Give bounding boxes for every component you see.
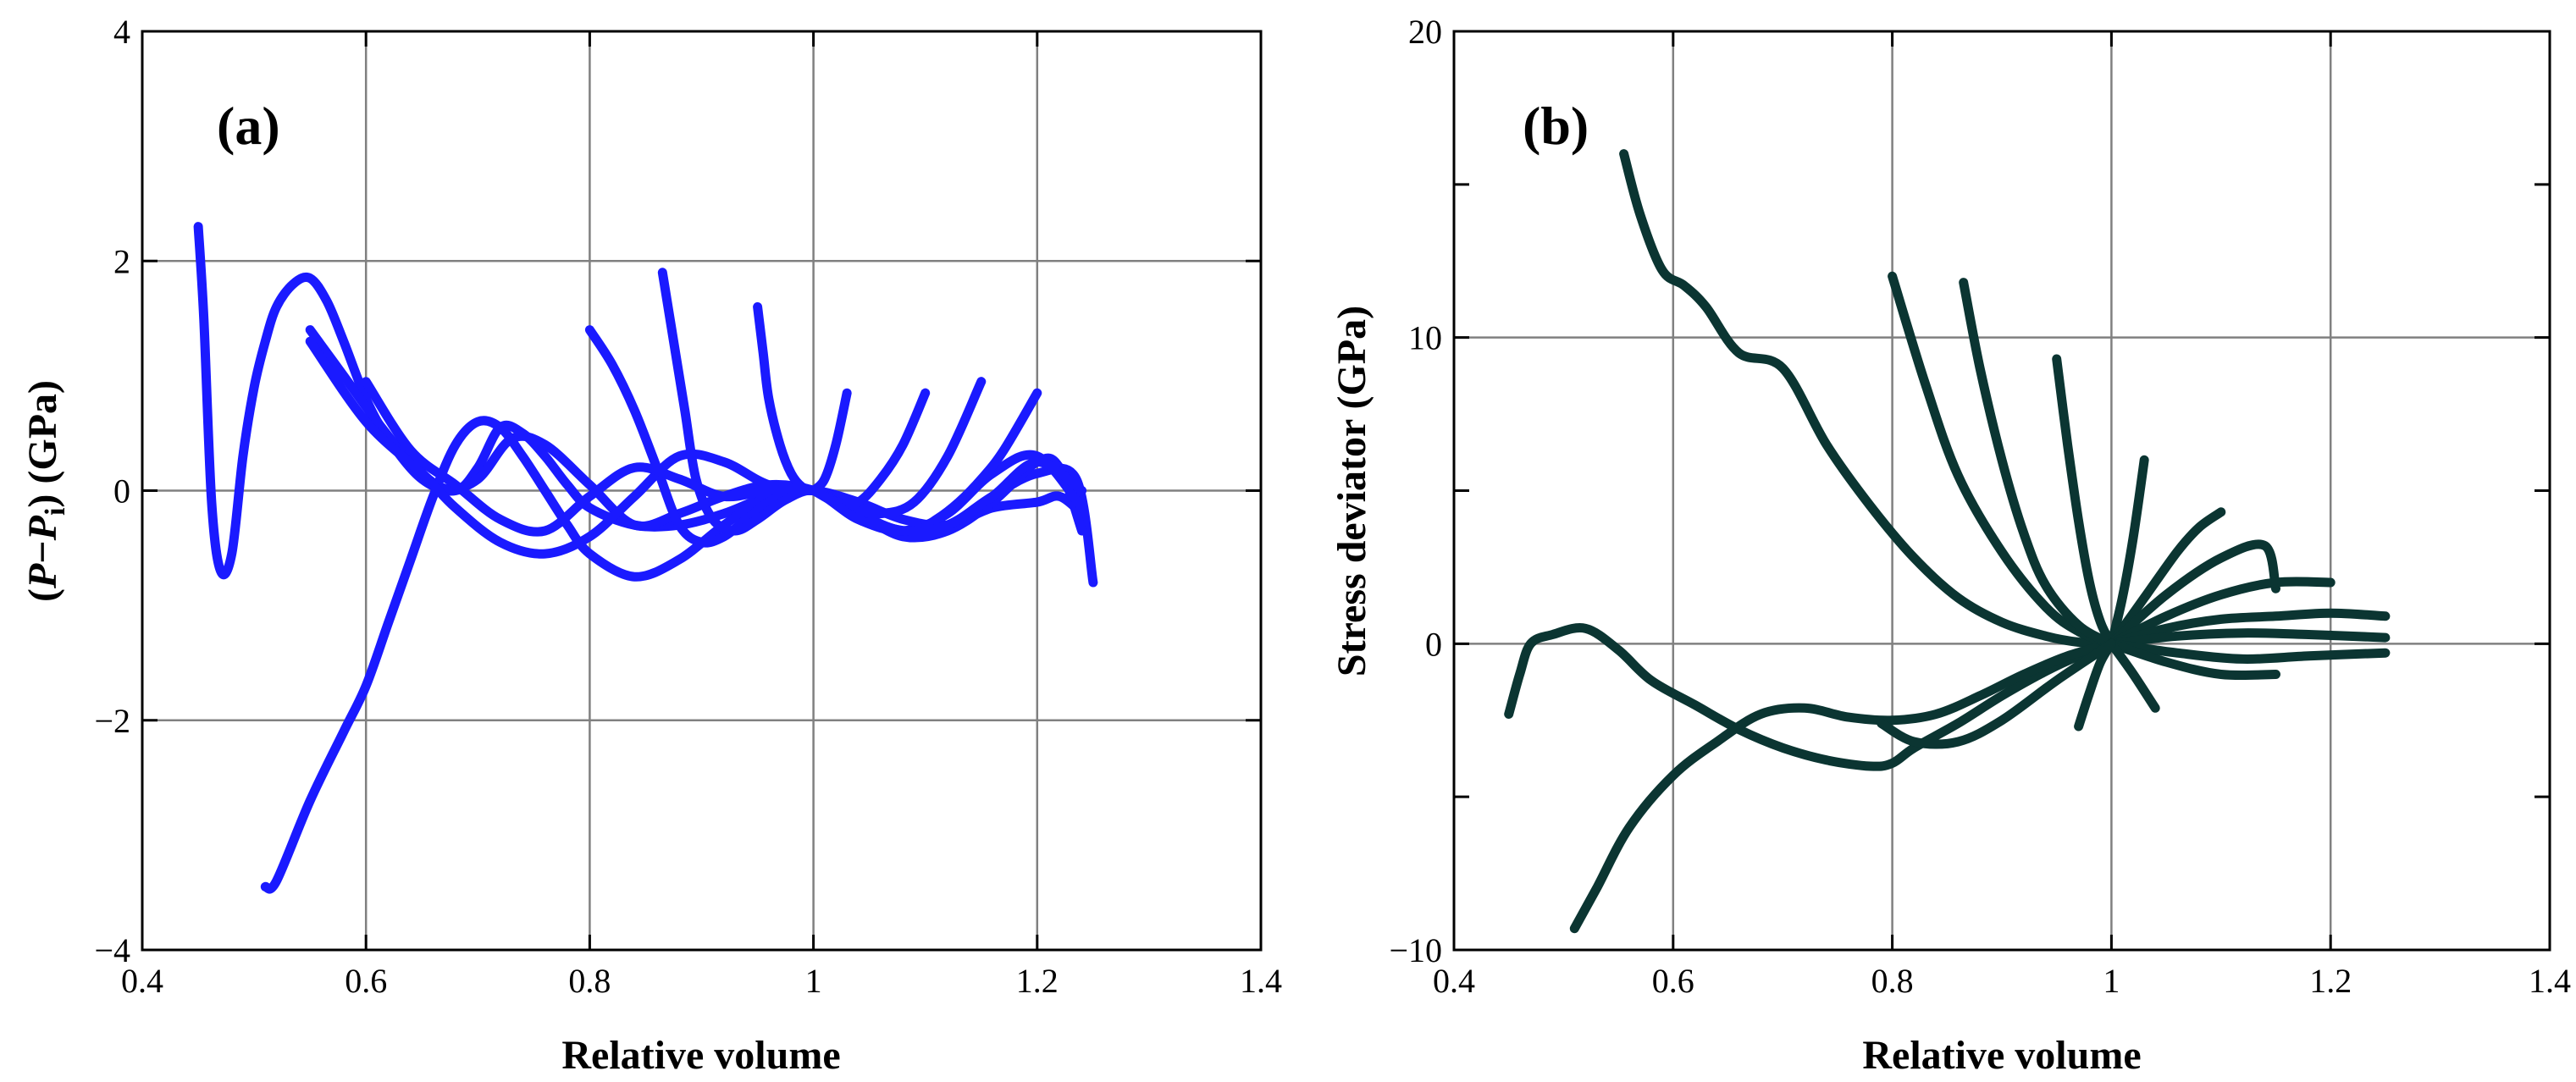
panel-a-x-tick-label: 0.4 bbox=[121, 962, 163, 1000]
panel-b-x-tick-label: 0.8 bbox=[1871, 962, 1914, 1000]
panel-b-y-tick-label: 0 bbox=[1425, 625, 1442, 663]
panel-b-series-b6 bbox=[2052, 354, 2116, 649]
panel-b-series-b1 bbox=[1619, 149, 2116, 649]
panel-a-y-tick-label: 4 bbox=[113, 13, 130, 51]
panel-b-x-tick-label: 1.2 bbox=[2309, 962, 2352, 1000]
panel-a-x-axis-title: Relative volume bbox=[561, 1033, 840, 1078]
panel-b-series-b2 bbox=[1504, 623, 2116, 771]
panel-b-x-tick-label: 0.6 bbox=[1652, 962, 1694, 1000]
panel-b-label: (b) bbox=[1523, 96, 1589, 156]
panel-a-series-a8 bbox=[809, 388, 852, 495]
panel-b-series-b11 bbox=[2106, 608, 2391, 649]
panel-b-series-b8 bbox=[2106, 507, 2226, 649]
panel-b-frame bbox=[1452, 30, 2551, 952]
panel-b-series bbox=[1504, 149, 2391, 934]
panel-b-x-tick-label: 0.4 bbox=[1433, 962, 1475, 1000]
panel-a-y-axis-title: (P−Pi) (GPa) bbox=[20, 380, 71, 602]
panel-b-series-b10 bbox=[2106, 577, 2336, 649]
panel-a-y-tick-label: 2 bbox=[113, 242, 130, 280]
panel-a-x-tick-label: 1.4 bbox=[1240, 962, 1282, 1000]
panel-a-ticks: 0.4 0.6 0.8 1 1.2 1.4 −4 −2 0 2 4 bbox=[94, 13, 1282, 1000]
panel-a-label: (a) bbox=[217, 96, 280, 156]
panel-a-y-tick-label: −4 bbox=[94, 931, 130, 969]
panel-b-series-b9 bbox=[2106, 539, 2280, 649]
panel-b-x-axis-title: Relative volume bbox=[1862, 1033, 2141, 1078]
panel-a-series-a9 bbox=[361, 377, 1087, 537]
panel-b-series-b7 bbox=[2106, 455, 2149, 649]
panel-b-series-b5 bbox=[1959, 278, 2116, 649]
panel-b-series-b3 bbox=[1569, 638, 2116, 934]
panel-b-x-tick-label: 1.4 bbox=[2529, 962, 2571, 1000]
panel-a-y-tick-label: −2 bbox=[94, 702, 130, 740]
panel-b-series-b17 bbox=[2074, 638, 2116, 731]
panel-a-y-tick-label: 0 bbox=[113, 472, 130, 511]
panel-a-series bbox=[193, 222, 1098, 894]
panel-b-series-b12 bbox=[2106, 628, 2391, 649]
panel-b-y-tick-label: 20 bbox=[1408, 13, 1442, 51]
panel-b-y-tick-label: −10 bbox=[1389, 931, 1442, 969]
panel-b-series-b4 bbox=[1888, 271, 2116, 649]
panel-a-x-tick-label: 0.6 bbox=[345, 962, 387, 1000]
panel-a-x-tick-label: 1.2 bbox=[1016, 962, 1059, 1000]
panel-a-x-tick-label: 1 bbox=[805, 962, 822, 1000]
panel-b-series-b16 bbox=[1877, 638, 2116, 749]
panel-a-series-a6 bbox=[657, 268, 987, 536]
panel-b-series-b14 bbox=[2106, 638, 2280, 681]
panel-b-x-tick-label: 1 bbox=[2103, 962, 2120, 1000]
panel-b-ticks: 0.4 0.6 0.8 1 1.2 1.4 −10 0 10 20 bbox=[1389, 13, 2571, 1000]
panel-b-series-b15 bbox=[2106, 638, 2160, 713]
panel-b-grid bbox=[1454, 31, 2550, 950]
panel-b-y-axis-title: Stress deviator (GPa) bbox=[1329, 306, 1374, 676]
panel-b-y-tick-label: 10 bbox=[1408, 319, 1442, 357]
panel-a: 0.4 0.6 0.8 1 1.2 1.4 −4 −2 0 2 4 (a) Relative vol… bbox=[20, 13, 1282, 1078]
panel-b-series-b13 bbox=[2106, 638, 2391, 664]
panel-a-x-tick-label: 0.8 bbox=[568, 962, 611, 1000]
panel-b: 0.4 0.6 0.8 1 1.2 1.4 −10 0 10 20 (b) Relative vo… bbox=[1329, 13, 2571, 1078]
